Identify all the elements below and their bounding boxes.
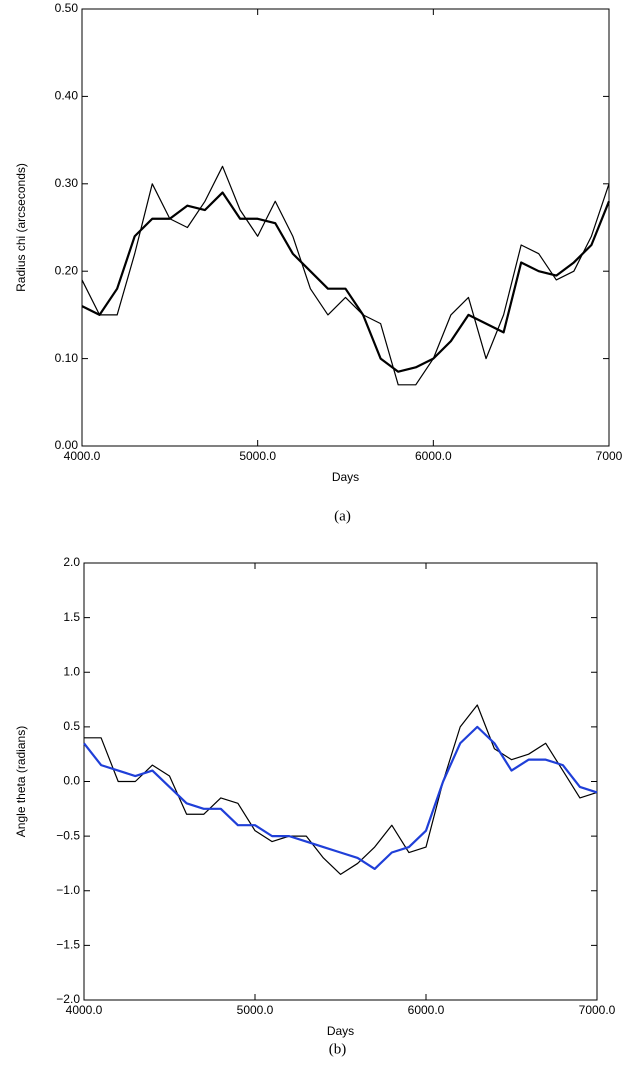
y-tick-label: 0.50	[55, 1, 79, 15]
plot-frame	[83, 562, 598, 1001]
y-tick-label: 0.5	[63, 719, 80, 733]
x-tick-label: 7000.0	[579, 1003, 616, 1017]
x-tick-label: 5000.0	[239, 449, 276, 463]
series-line	[84, 704, 598, 875]
x-tick-label: 4000.0	[66, 1003, 103, 1017]
caption: (b)	[329, 1041, 347, 1057]
y-tick-label: −2.0	[56, 992, 80, 1006]
y-axis-label: Angle theta (radians)	[14, 726, 28, 837]
x-tick-label: 5000.0	[237, 1003, 274, 1017]
series-line	[83, 725, 598, 870]
x-tick-label: 4000.0	[64, 449, 101, 463]
y-tick-label: 0.40	[55, 89, 79, 103]
y-tick-label: 0.10	[55, 351, 79, 365]
y-tick-label: 1.5	[63, 610, 80, 624]
y-tick-label: 0.0	[63, 774, 80, 788]
y-tick-label: 0.20	[55, 263, 79, 277]
x-tick-label: 6000.0	[408, 1003, 445, 1017]
x-tick-label: 7000	[596, 449, 623, 463]
x-tick-label: 6000.0	[415, 449, 452, 463]
y-tick-label: −1.5	[56, 938, 80, 952]
y-tick-label: 0.00	[55, 438, 79, 452]
y-tick-label: −1.0	[56, 883, 80, 897]
y-axis-label: Radius chi (arcseconds)	[14, 163, 28, 292]
y-tick-label: −0.5	[56, 828, 80, 842]
y-tick-label: 1.0	[63, 664, 80, 678]
x-axis-label: Days	[327, 1024, 354, 1038]
y-tick-label: 0.30	[55, 176, 79, 190]
y-tick-label: 2.0	[63, 555, 80, 569]
series-line	[81, 191, 611, 373]
series-line	[81, 165, 610, 386]
x-axis-label: Days	[332, 470, 359, 484]
caption: (a)	[334, 508, 351, 524]
plot-frame	[81, 8, 610, 447]
